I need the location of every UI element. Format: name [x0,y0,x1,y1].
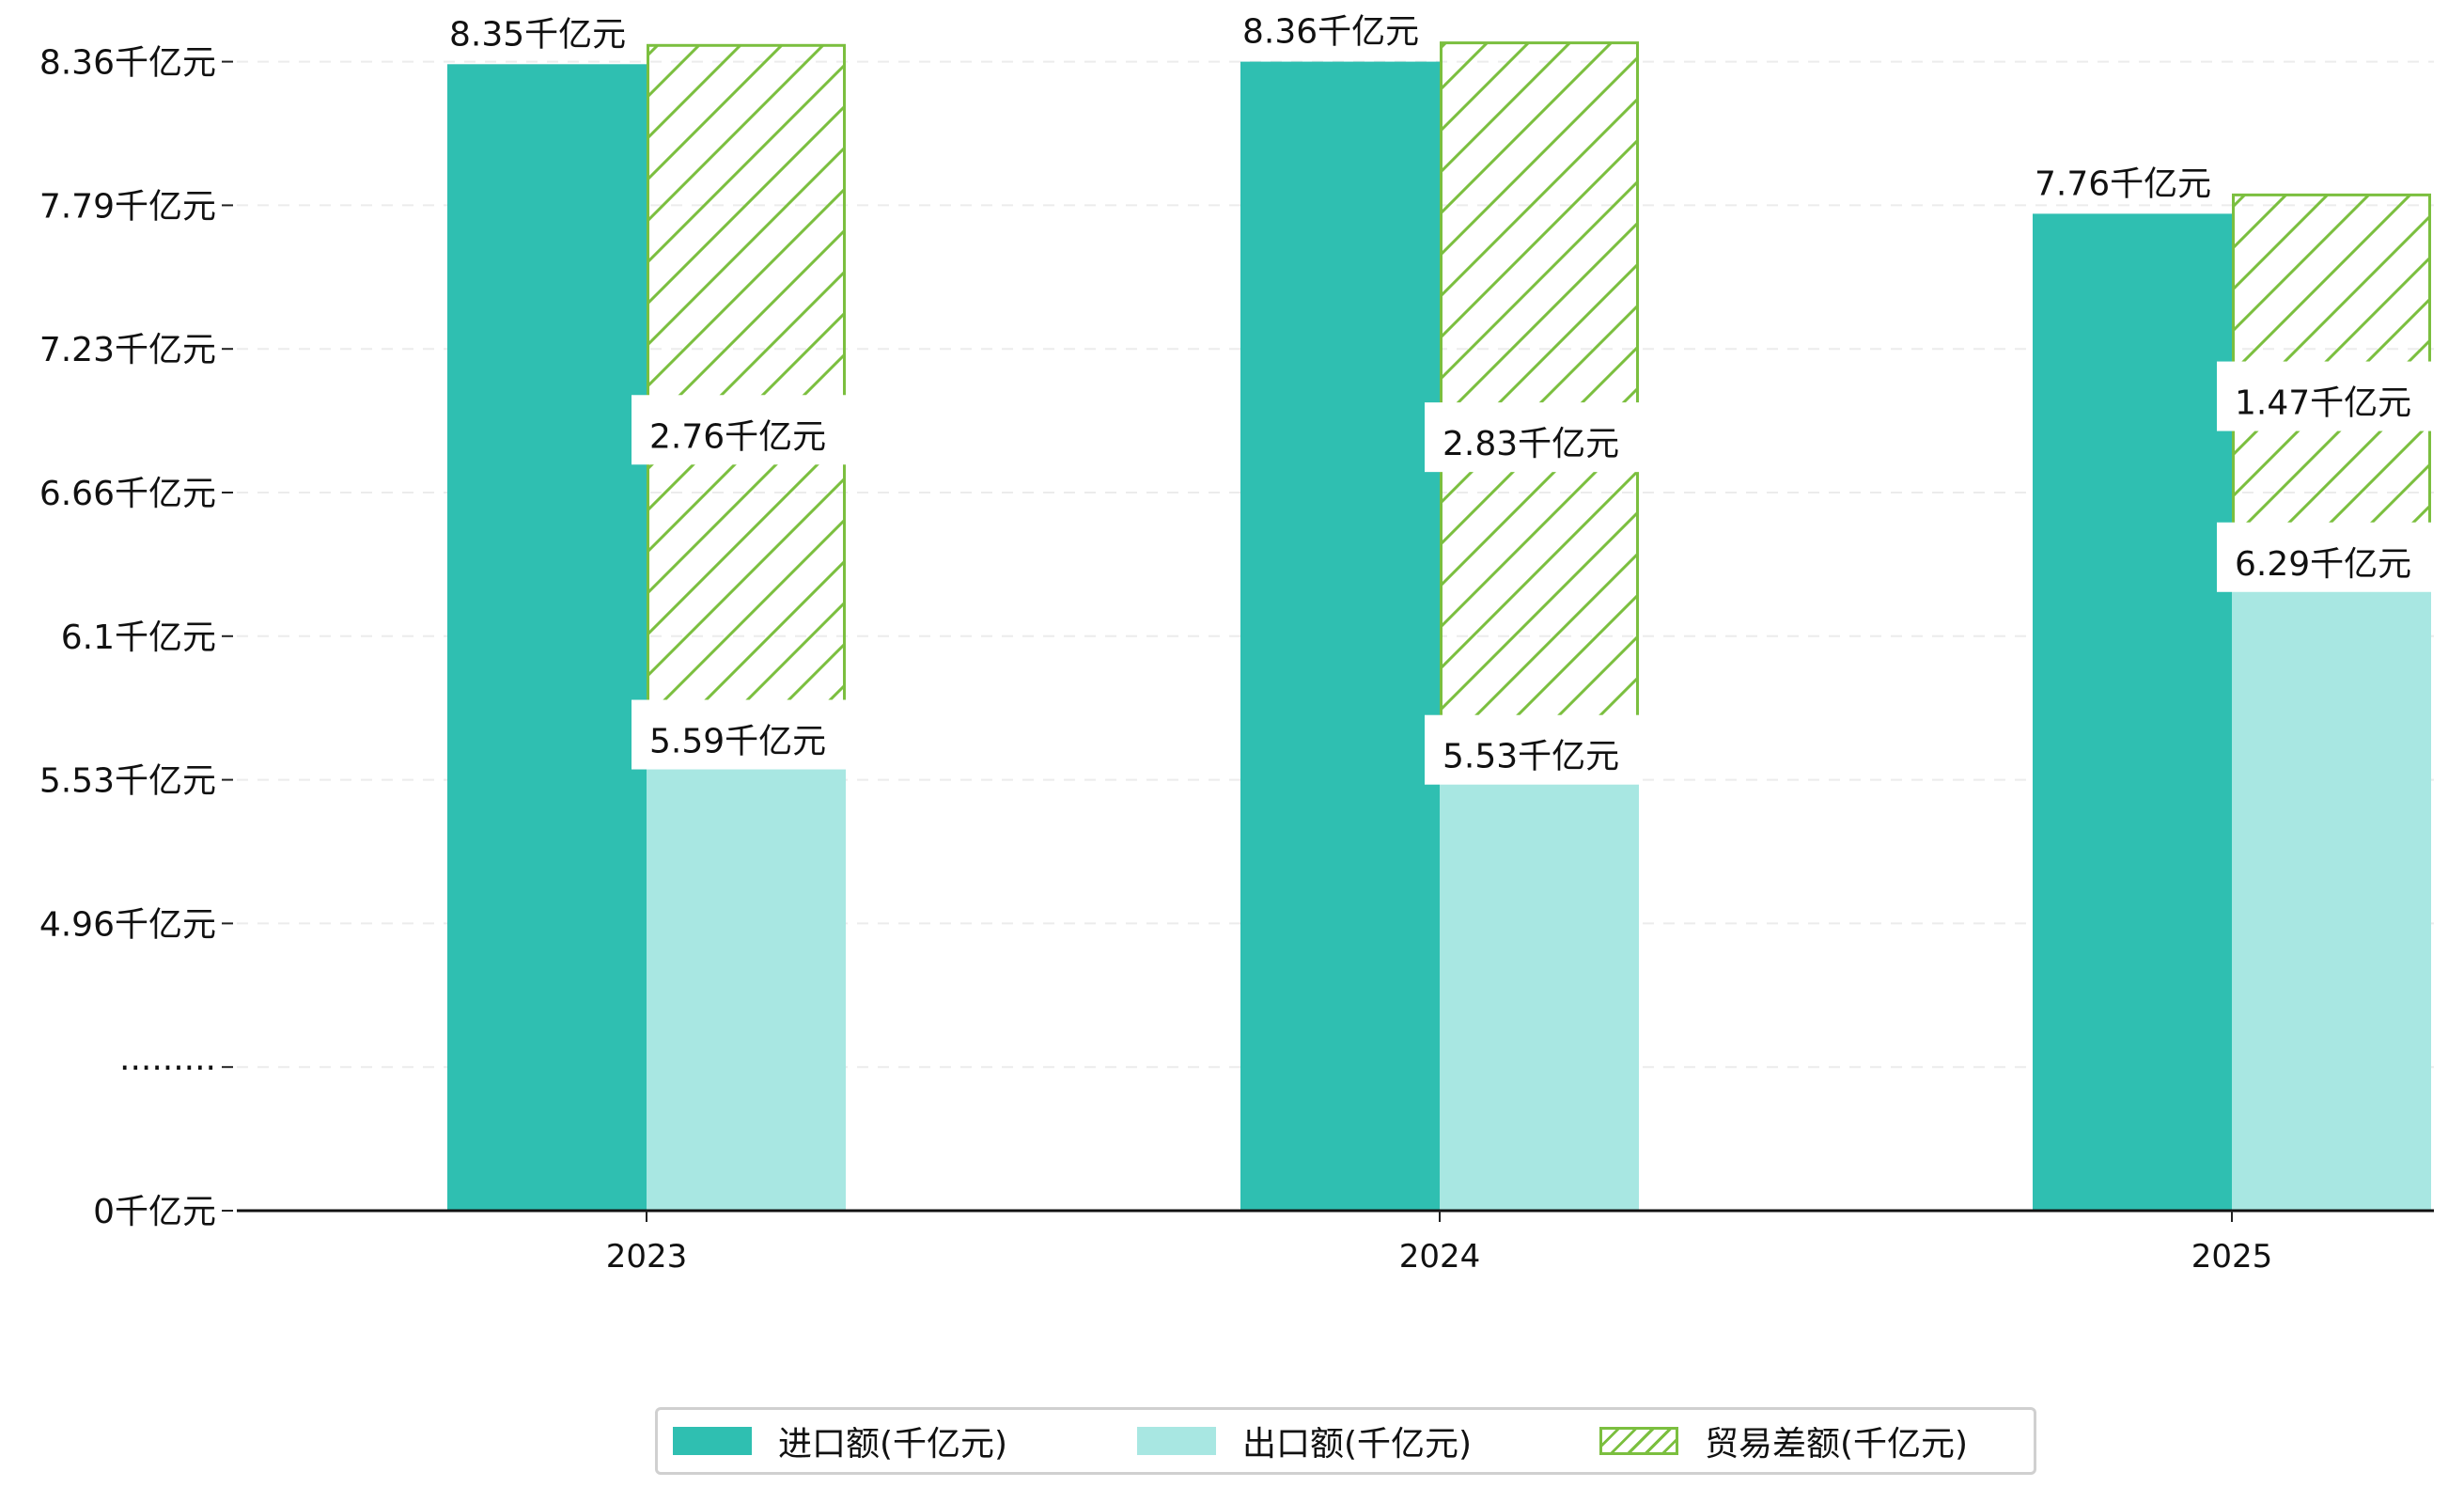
y-tick-label: 4.96千亿元 [39,905,216,944]
bar-import [1240,61,1440,1212]
bar-import [2033,213,2232,1212]
y-tick-label: 7.23千亿元 [39,331,216,369]
bar-export [2232,586,2431,1211]
data-label-balance: 2.76千亿元 [649,417,826,456]
bar-export [1440,778,1639,1211]
bars [447,41,2431,1212]
legend-item-balance: 贸易差额(千亿元) [1599,1410,1968,1472]
bar-import [447,64,647,1211]
x-tick-label: 2023 [606,1238,688,1276]
bar-export [647,763,846,1211]
y-tick-label: 0千亿元 [93,1193,216,1231]
data-label-bg [2217,522,2431,592]
axes: 0千亿元 ········· 4.96千亿元 5.53千亿元 6.1千亿元 6.66千亿元… [39,44,2434,1276]
legend-swatch-import [673,1427,752,1455]
data-labels: 8.35千亿元 5.59千亿元 2.76千亿元 8.36千亿元 5.53千亿元 2.83千… [449,13,2431,785]
legend-label-balance: 贸易差额(千亿元) [1705,1425,1969,1464]
legend-swatch-export [1137,1427,1216,1455]
data-label-import: 7.76千亿元 [2035,164,2211,203]
legend-swatch-balance [1599,1427,1678,1455]
y-tick-label: 6.66千亿元 [39,475,216,513]
data-label-bg [632,699,846,770]
data-label-bg [1425,714,1639,785]
data-label-bg [632,395,846,465]
y-tick-label: 8.36千亿元 [39,44,216,83]
data-label-import: 8.35千亿元 [449,15,626,54]
data-label-bg [1425,402,1639,473]
y-tick-label: ········· [119,1049,216,1088]
y-tick-label: 7.79千亿元 [39,187,216,226]
data-label-bg [2217,361,2431,431]
y-tick-label: 5.53千亿元 [39,762,216,801]
legend-label-export: 出口额(千亿元) [1242,1425,1473,1464]
data-label-export: 5.53千亿元 [1443,738,1619,776]
legend-item-import: 进口额(千亿元) [673,1410,1007,1472]
y-tick-label: 6.1千亿元 [61,618,216,657]
x-tick-label: 2025 [2191,1238,2273,1276]
legend: 进口额(千亿元) 出口额(千亿元) 贸易差额(千亿元) [655,1407,2036,1475]
legend-label-import: 进口额(千亿元) [778,1425,1008,1464]
data-label-import: 8.36千亿元 [1242,13,1419,52]
x-tick-label: 2024 [1399,1238,1481,1276]
legend-item-export: 出口额(千亿元) [1137,1410,1472,1472]
data-label-export: 6.29千亿元 [2235,545,2411,584]
data-label-balance: 1.47千亿元 [2235,384,2411,423]
data-label-export: 5.59千亿元 [649,723,826,761]
data-label-balance: 2.83千亿元 [1443,425,1619,463]
